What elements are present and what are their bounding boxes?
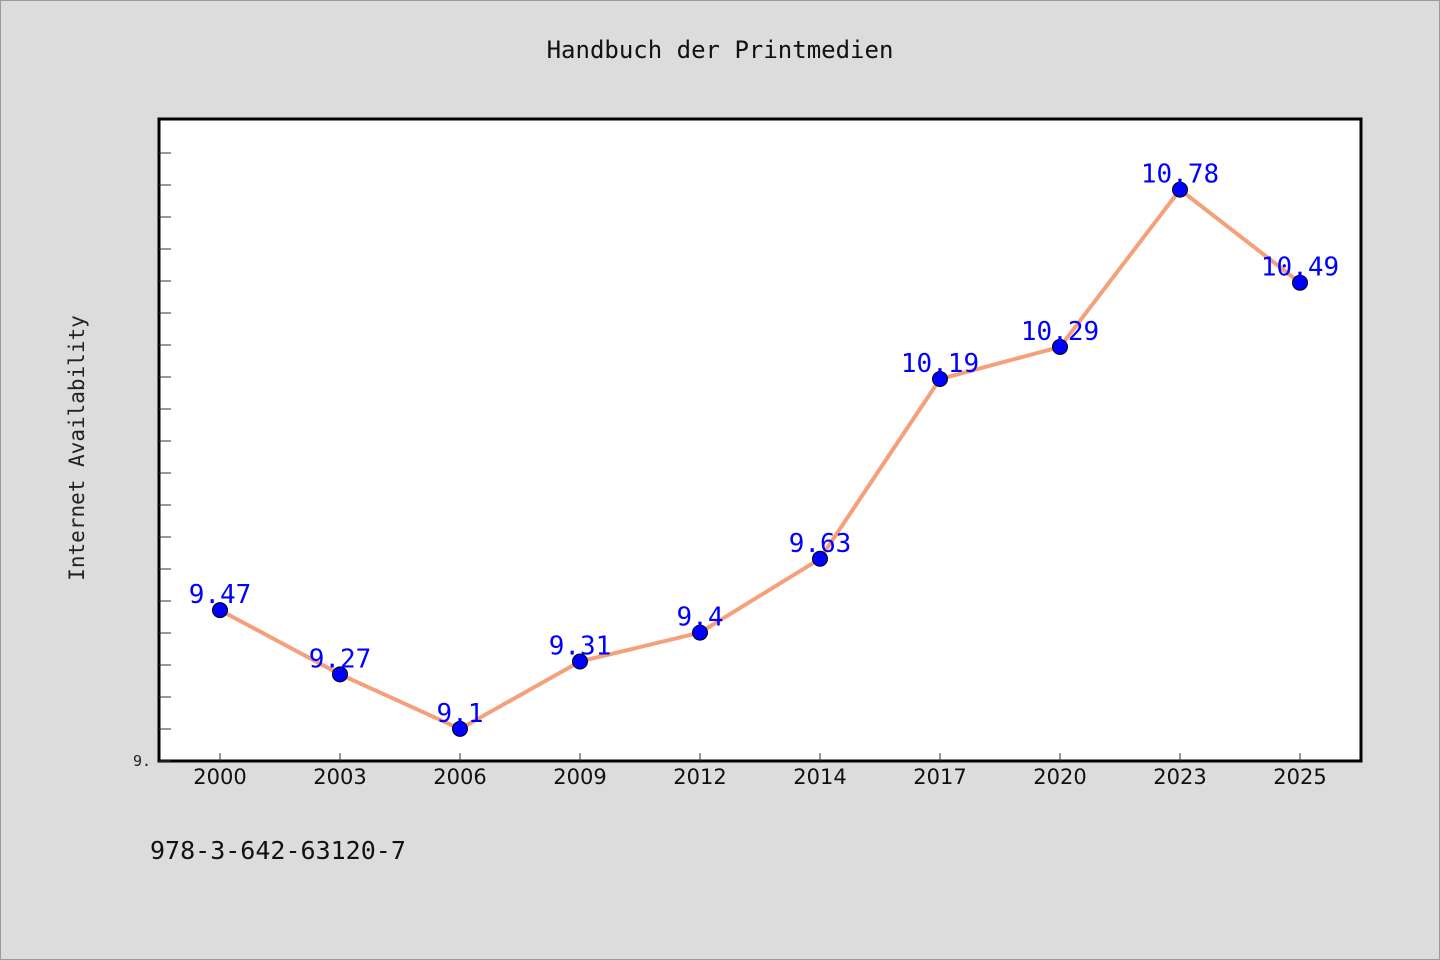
data-label: 9.1	[437, 699, 484, 729]
x-tick-label: 2017	[913, 765, 966, 789]
data-point	[1292, 274, 1308, 291]
x-tick-label: 2014	[793, 765, 846, 789]
x-tick-label: 2009	[553, 765, 606, 789]
data-point	[932, 371, 948, 388]
data-point	[692, 624, 708, 641]
data-point	[812, 550, 828, 567]
data-label: 10.49	[1261, 253, 1339, 283]
x-tick-label: 2023	[1153, 765, 1206, 789]
x-tick-label: 2003	[313, 765, 366, 789]
plot-area	[157, 117, 1363, 763]
y-tick-label: 9.	[133, 752, 151, 770]
data-label: 9.31	[549, 631, 612, 661]
x-tick-label: 2020	[1033, 765, 1086, 789]
data-label: 10.29	[1021, 317, 1099, 347]
x-tick-label: 2012	[673, 765, 726, 789]
data-point	[452, 720, 468, 737]
data-label: 10.78	[1141, 160, 1219, 190]
data-label: 9.63	[789, 529, 852, 559]
data-label: 10.19	[901, 349, 979, 379]
chart-title: Handbuch der Printmedien	[546, 36, 894, 64]
x-tick-label: 2025	[1273, 765, 1326, 789]
x-tick-label: 2000	[193, 765, 246, 789]
data-label: 9.47	[189, 580, 252, 610]
isbn-footer: 978-3-642-63120-7	[150, 836, 406, 865]
data-label: 9.4	[677, 603, 724, 633]
data-point	[1052, 338, 1068, 355]
data-point	[332, 666, 348, 683]
data-point	[572, 653, 588, 670]
series-line	[219, 187, 1302, 731]
data-point	[1172, 181, 1188, 198]
data-label: 9.27	[309, 644, 372, 674]
data-point	[212, 602, 228, 619]
x-tick-label: 2006	[433, 765, 486, 789]
